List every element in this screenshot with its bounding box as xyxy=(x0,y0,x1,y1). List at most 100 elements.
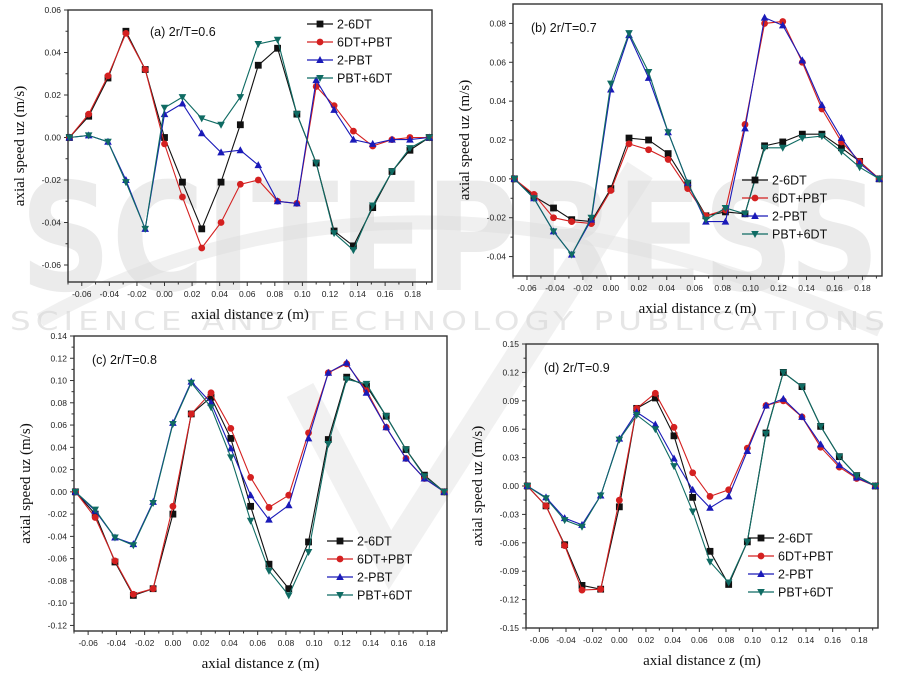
data-point xyxy=(111,557,119,565)
data-point xyxy=(706,493,714,500)
y-tick-label: 0.12 xyxy=(502,367,519,377)
y-tick-label: 0.09 xyxy=(502,396,519,406)
data-point xyxy=(227,435,235,442)
x-tick-label: 0.06 xyxy=(686,283,703,293)
y-tick-label: -0.02 xyxy=(487,213,507,223)
y-axis-title: axial speed uz (m/s) xyxy=(18,423,34,543)
legend-marker xyxy=(751,231,759,238)
data-point xyxy=(273,36,282,44)
data-point xyxy=(160,104,169,112)
data-point xyxy=(179,193,186,201)
data-point xyxy=(762,430,770,438)
data-point xyxy=(632,412,641,419)
data-point xyxy=(760,13,769,21)
x-tick-label: 0.12 xyxy=(334,638,351,648)
data-point xyxy=(362,380,371,388)
data-point xyxy=(197,115,206,123)
data-point xyxy=(402,454,410,462)
y-axis: -0.15 -0.12 -0.09 -0.06 -0.03 0.00 0.03 0.06 0.0… xyxy=(500,339,526,633)
series-pbt-6dt xyxy=(510,30,884,259)
series-2-6dt xyxy=(65,27,433,250)
data-point xyxy=(578,586,586,594)
series-line xyxy=(526,371,876,584)
data-point xyxy=(265,560,273,568)
data-point xyxy=(362,388,371,396)
data-point xyxy=(382,423,391,431)
data-point xyxy=(273,197,282,205)
y-tick-label: 0.06 xyxy=(502,424,519,434)
data-point xyxy=(760,144,769,152)
chart-panel-b: -0.06 -0.04 -0.02 0.00 0.02 0.04 0.06 0.08 0.10 0… xyxy=(450,0,901,332)
panel-title: (d) 2r/T=0.9 xyxy=(544,361,610,375)
data-point xyxy=(743,446,752,454)
y-tick-label: 0.14 xyxy=(50,331,67,341)
data-point xyxy=(645,146,652,154)
data-point xyxy=(284,501,293,509)
data-point xyxy=(542,502,550,510)
y-tick-label: 0.03 xyxy=(502,453,519,463)
y-tick-label: -0.12 xyxy=(500,595,520,605)
y-tick-label: -0.04 xyxy=(42,218,62,228)
data-point xyxy=(798,130,806,138)
x-tick-label: 0.00 xyxy=(611,635,628,645)
series-2-6dt xyxy=(510,130,883,225)
data-point xyxy=(141,66,149,73)
data-point xyxy=(324,436,332,443)
series-2-pbt xyxy=(65,76,434,232)
x-tick-label: -0.02 xyxy=(573,283,593,293)
data-point xyxy=(816,440,825,448)
data-point xyxy=(607,187,615,194)
y-tick-label: 0.06 xyxy=(50,420,67,430)
legend-label: PBT+6DT xyxy=(357,589,413,603)
data-point xyxy=(597,585,605,593)
data-point xyxy=(689,493,697,501)
data-point xyxy=(217,178,225,186)
chart-panel-a: -0.06 -0.04 -0.02 0.00 0.02 0.04 0.06 0.08 0.10 0… xyxy=(0,0,450,332)
x-tick-label: -0.02 xyxy=(583,635,603,645)
data-point xyxy=(254,41,263,48)
legend-label: 2-6DT xyxy=(337,18,372,32)
data-point xyxy=(169,502,177,510)
legend-label: 6DT+PBT xyxy=(778,550,834,564)
data-point xyxy=(207,389,215,397)
x-tick-label: 0.10 xyxy=(742,283,759,293)
x-tick-label: 0.18 xyxy=(851,635,868,645)
x-tick-label: 0.00 xyxy=(603,283,620,293)
series-pbt-6dt xyxy=(523,369,880,587)
x-tick-label: 0.04 xyxy=(664,635,681,645)
data-point xyxy=(161,140,168,148)
data-point xyxy=(227,424,235,432)
data-point xyxy=(818,101,826,109)
panel-title: (c) 2r/T=0.8 xyxy=(92,353,157,367)
y-tick-label: 0.10 xyxy=(50,376,67,386)
data-point xyxy=(615,503,623,511)
x-tick-label: 0.16 xyxy=(391,638,408,648)
data-point xyxy=(530,195,538,203)
data-point xyxy=(706,547,714,555)
data-point xyxy=(818,133,826,141)
x-tick-label: 0.14 xyxy=(798,635,815,645)
data-point xyxy=(161,134,168,141)
x-tick-label: 0.06 xyxy=(239,289,256,299)
x-tick-label: 0.18 xyxy=(419,638,436,648)
data-point xyxy=(91,506,99,514)
chart-panel-d: -0.06 -0.04 -0.02 0.00 0.02 0.04 0.06 0.08 0.10 0… xyxy=(450,333,901,682)
data-point xyxy=(122,179,130,187)
legend-item: 2-PBT xyxy=(748,568,814,582)
data-point xyxy=(85,110,93,118)
data-point xyxy=(236,94,245,102)
data-point xyxy=(285,585,293,593)
y-axis-title: axial speed uz (m/s) xyxy=(12,86,28,206)
y-tick-label: -0.02 xyxy=(42,175,62,185)
chart-b: -0.06 -0.04 -0.02 0.00 0.02 0.04 0.06 0.08 0.10 0… xyxy=(457,3,884,317)
data-point xyxy=(761,20,768,27)
x-tick-label: 0.08 xyxy=(718,635,735,645)
data-point xyxy=(227,454,235,462)
data-point xyxy=(798,383,806,391)
data-point xyxy=(568,218,576,226)
legend-marker xyxy=(336,537,344,545)
x-tick-label: 0.12 xyxy=(322,289,339,299)
y-tick-label: -0.08 xyxy=(48,576,68,586)
data-point xyxy=(84,132,93,140)
legend-item: 6DT+PBT xyxy=(748,550,834,564)
